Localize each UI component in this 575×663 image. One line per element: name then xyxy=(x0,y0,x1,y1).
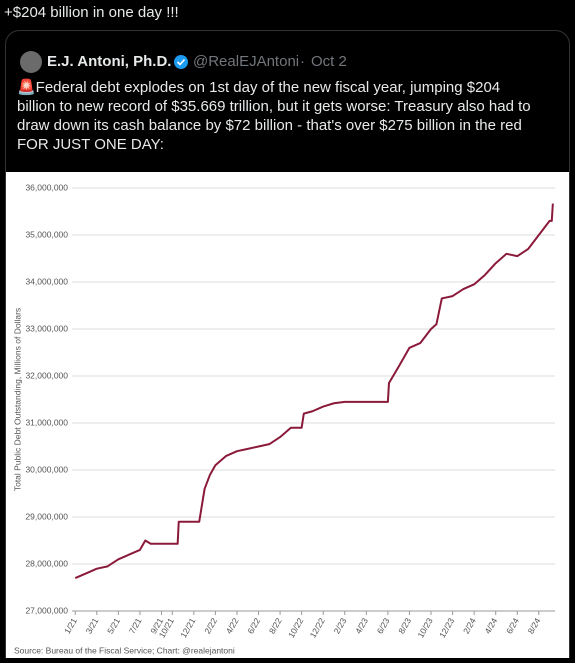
author-handle[interactable]: @RealEJAntoni xyxy=(193,53,299,70)
author-name[interactable]: E.J. Antoni, Ph.D. xyxy=(47,53,171,70)
verified-check xyxy=(176,58,186,66)
post-text: +$204 billion in one day !!! xyxy=(4,4,179,21)
y-tick-label: 36,000,000 xyxy=(25,182,68,192)
chart-source: Source: Bureau of the Fiscal Service; Ch… xyxy=(14,645,235,655)
y-tick-label: 30,000,000 xyxy=(25,464,68,474)
quote-card[interactable] xyxy=(5,30,570,663)
post-line: FOR JUST ONE DAY: xyxy=(17,136,164,153)
y-tick-label: 34,000,000 xyxy=(25,276,68,286)
post-date[interactable]: Oct 2 xyxy=(311,53,347,70)
y-tick-label: 35,000,000 xyxy=(25,229,68,239)
y-axis-title: Total Public Debt Outstanding, Millions … xyxy=(12,308,22,491)
post-line: billion to new record of $35.669 trillio… xyxy=(17,98,531,115)
y-tick-label: 31,000,000 xyxy=(25,417,68,427)
verified-badge xyxy=(174,55,188,69)
separator: · xyxy=(300,53,305,70)
debt-line xyxy=(74,203,554,580)
post-line: 🚨Federal debt explodes on 1st day of the… xyxy=(17,78,500,96)
y-tick-label: 32,000,000 xyxy=(25,370,68,380)
chart-background xyxy=(6,172,569,658)
y-tick-label: 33,000,000 xyxy=(25,323,68,333)
y-tick-label: 27,000,000 xyxy=(25,605,68,615)
post-line: draw down its cash balance by $72 billio… xyxy=(17,117,522,134)
y-tick-label: 28,000,000 xyxy=(25,558,68,568)
avatar[interactable] xyxy=(20,51,42,73)
y-tick-label: 29,000,000 xyxy=(25,511,68,521)
